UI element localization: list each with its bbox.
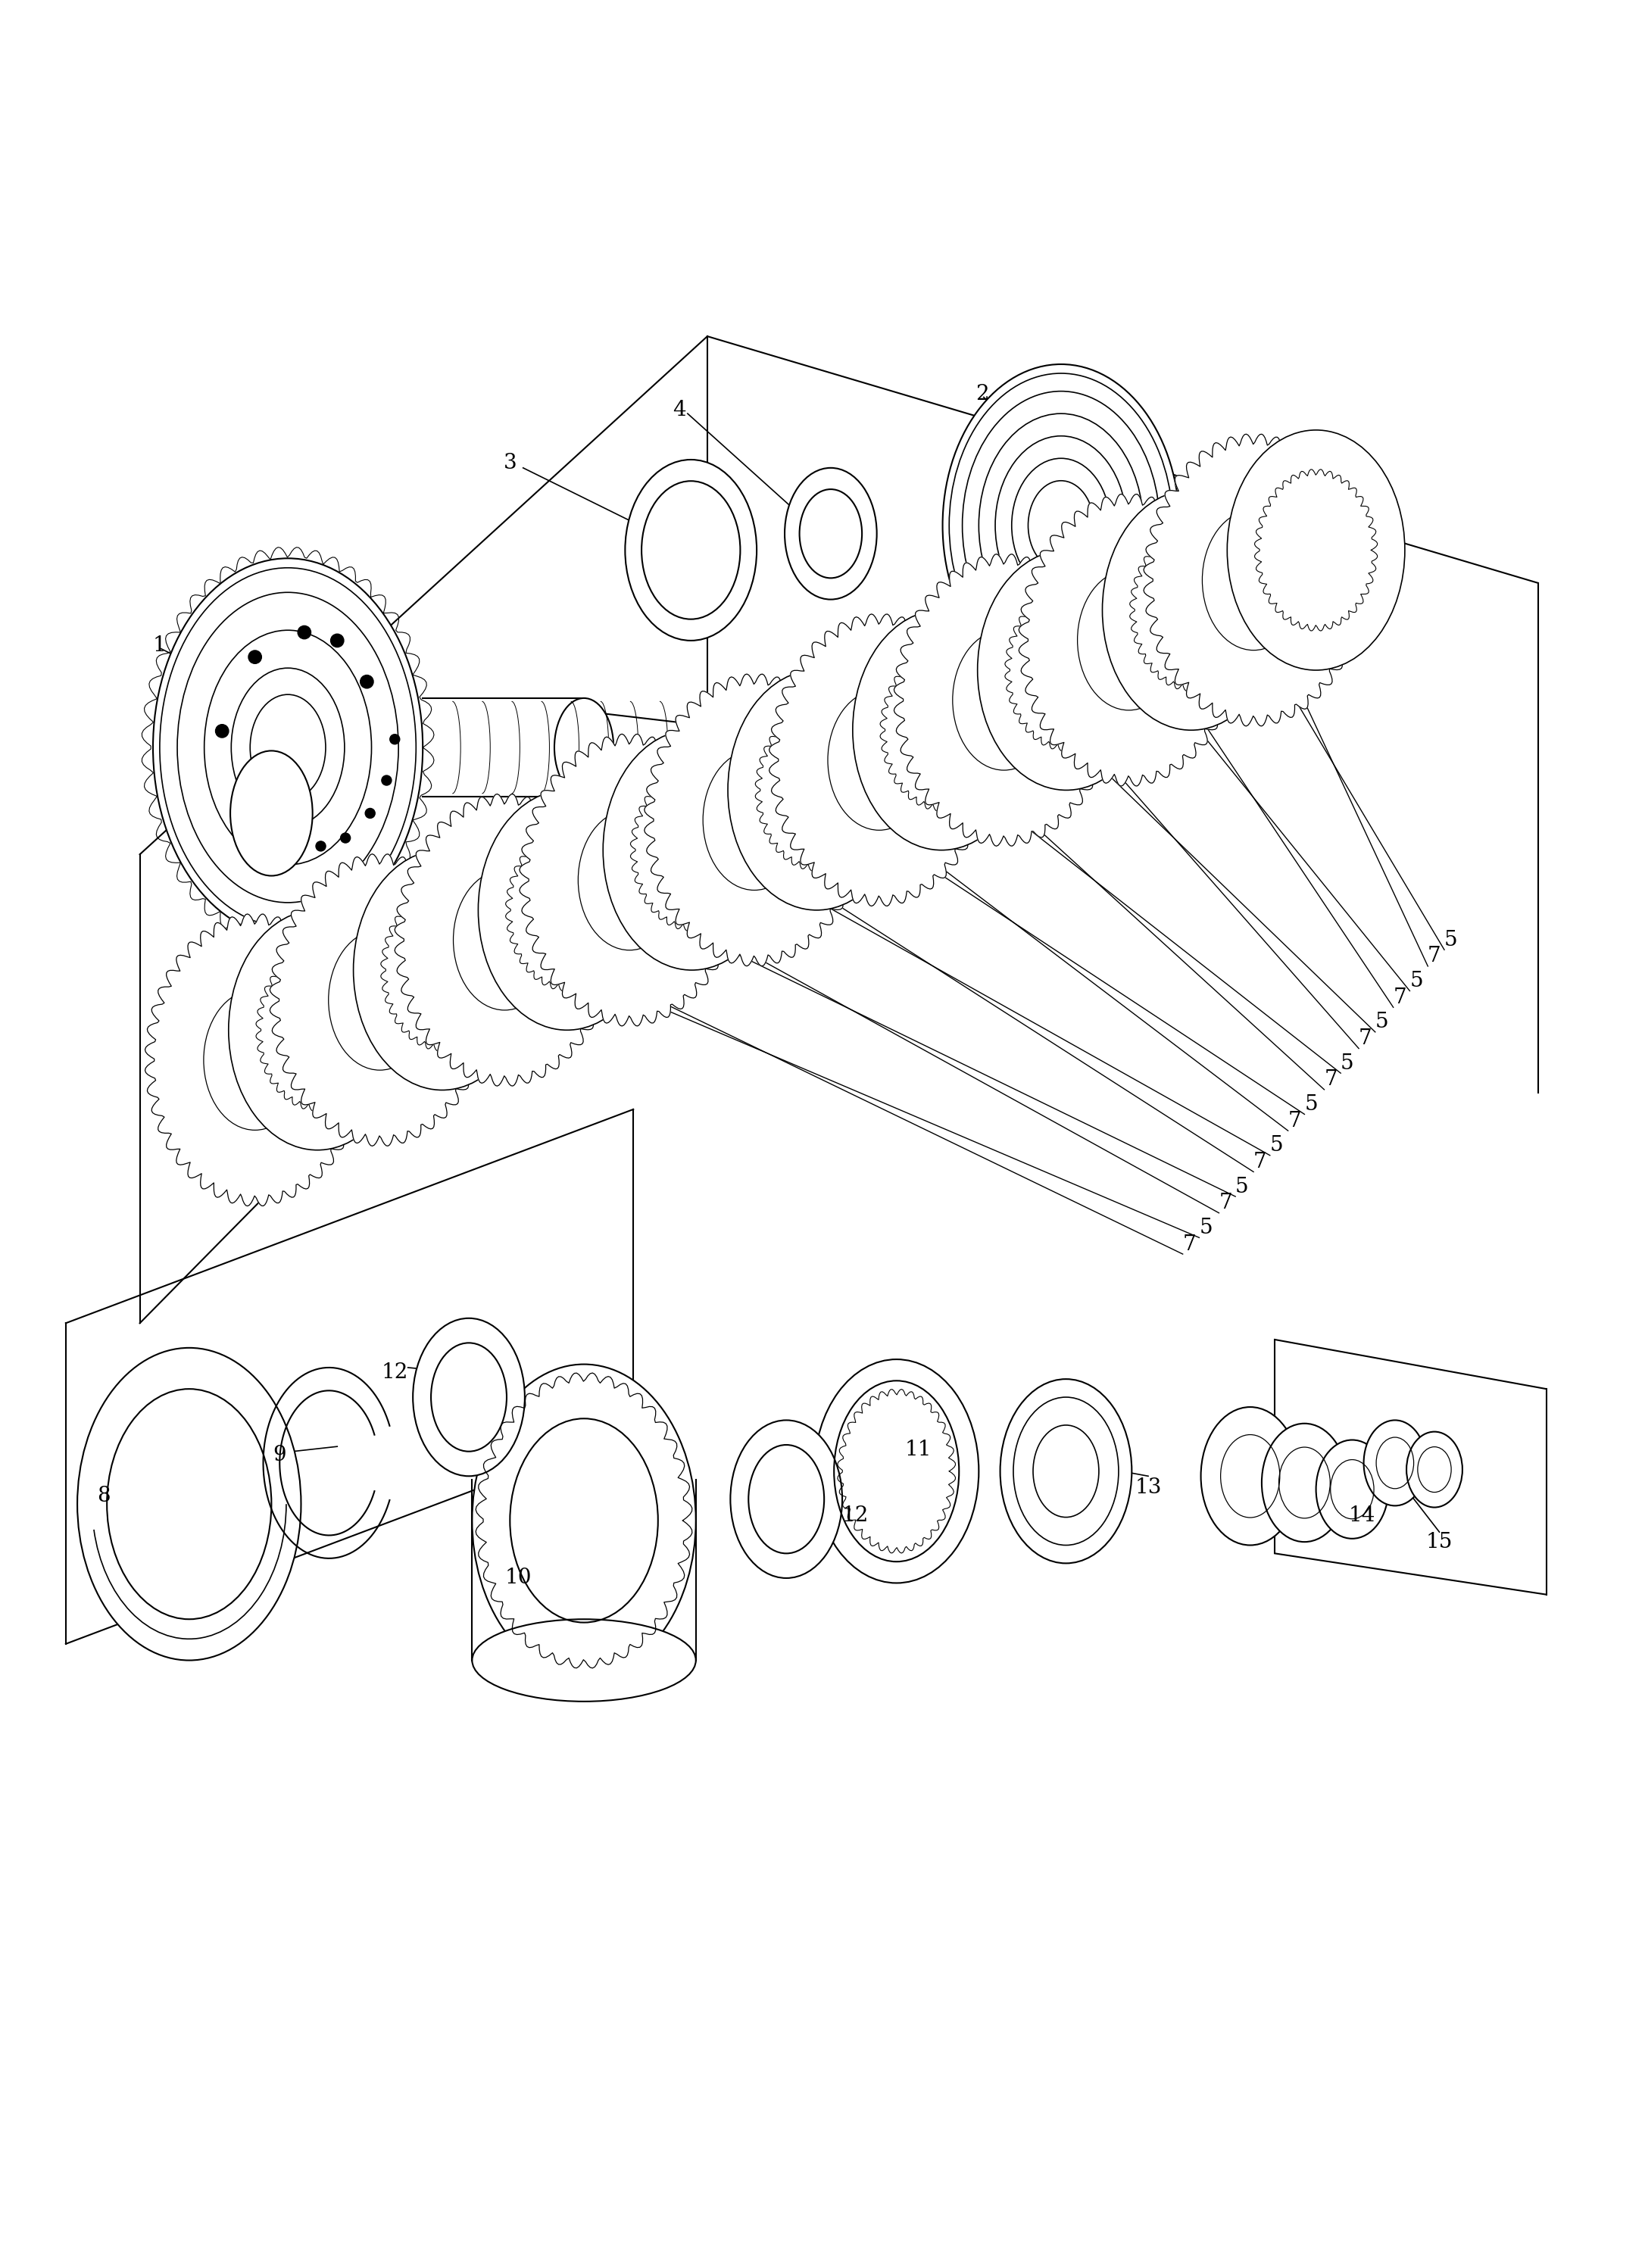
Text: 7: 7	[1183, 1234, 1196, 1254]
Text: 5: 5	[1199, 1218, 1212, 1238]
Text: 1: 1	[153, 635, 166, 655]
Ellipse shape	[1364, 1420, 1426, 1506]
Circle shape	[215, 723, 229, 737]
Ellipse shape	[479, 789, 656, 1030]
Polygon shape	[520, 735, 739, 1025]
Text: 12: 12	[842, 1506, 869, 1526]
Text: 5: 5	[1375, 1012, 1388, 1032]
Circle shape	[365, 807, 375, 819]
Circle shape	[316, 841, 326, 850]
Polygon shape	[770, 615, 989, 905]
Ellipse shape	[1102, 490, 1280, 730]
Text: 12: 12	[382, 1363, 408, 1383]
Ellipse shape	[413, 1318, 525, 1476]
Text: 15: 15	[1426, 1531, 1453, 1551]
Text: 5: 5	[1304, 1093, 1318, 1114]
Text: 7: 7	[1324, 1070, 1337, 1091]
Polygon shape	[893, 553, 1114, 846]
Text: 7: 7	[1219, 1193, 1232, 1213]
Ellipse shape	[472, 1619, 696, 1701]
Ellipse shape	[472, 1365, 696, 1676]
Text: 14: 14	[1349, 1506, 1375, 1526]
Text: 4: 4	[673, 399, 686, 420]
Ellipse shape	[554, 699, 614, 796]
Circle shape	[390, 735, 400, 744]
Ellipse shape	[814, 1359, 979, 1583]
Text: 11: 11	[905, 1440, 931, 1461]
Circle shape	[298, 626, 311, 640]
Text: 10: 10	[505, 1567, 531, 1588]
Ellipse shape	[1316, 1440, 1388, 1538]
Ellipse shape	[730, 1420, 842, 1579]
Ellipse shape	[1000, 1379, 1132, 1563]
Circle shape	[341, 832, 350, 844]
Text: 6: 6	[599, 794, 612, 814]
Circle shape	[382, 776, 392, 785]
Text: 5: 5	[1444, 930, 1457, 950]
Ellipse shape	[1227, 431, 1405, 669]
Ellipse shape	[153, 558, 423, 937]
Text: 9: 9	[273, 1445, 286, 1465]
Ellipse shape	[354, 850, 531, 1091]
Ellipse shape	[625, 460, 757, 640]
Ellipse shape	[977, 551, 1155, 789]
Ellipse shape	[727, 669, 905, 909]
Text: 5: 5	[1410, 971, 1423, 991]
Ellipse shape	[604, 730, 781, 971]
Text: 7: 7	[1359, 1027, 1372, 1048]
Text: 7: 7	[1288, 1111, 1301, 1132]
Text: 7: 7	[1253, 1152, 1267, 1173]
Polygon shape	[1018, 494, 1239, 787]
Text: 7: 7	[1428, 946, 1441, 966]
Polygon shape	[270, 855, 490, 1145]
Text: 7: 7	[1393, 987, 1406, 1007]
Circle shape	[331, 635, 344, 646]
Circle shape	[360, 676, 373, 687]
Text: 3: 3	[503, 454, 517, 474]
Ellipse shape	[1201, 1406, 1300, 1545]
Ellipse shape	[943, 365, 1179, 687]
Ellipse shape	[229, 909, 406, 1150]
Ellipse shape	[785, 467, 877, 599]
Text: 13: 13	[1135, 1476, 1161, 1497]
Polygon shape	[395, 794, 615, 1086]
Text: 5: 5	[1235, 1177, 1249, 1198]
Ellipse shape	[1262, 1424, 1347, 1542]
Circle shape	[248, 651, 262, 665]
Polygon shape	[1143, 433, 1364, 726]
Polygon shape	[141, 547, 434, 948]
Text: 5: 5	[1270, 1136, 1283, 1157]
Text: 5: 5	[1341, 1052, 1354, 1073]
Polygon shape	[645, 674, 864, 966]
Polygon shape	[145, 914, 365, 1207]
Ellipse shape	[852, 610, 1030, 850]
Ellipse shape	[77, 1347, 301, 1660]
Ellipse shape	[230, 751, 313, 875]
Text: 8: 8	[97, 1486, 110, 1506]
Ellipse shape	[1406, 1431, 1462, 1508]
Text: 2: 2	[975, 383, 989, 404]
